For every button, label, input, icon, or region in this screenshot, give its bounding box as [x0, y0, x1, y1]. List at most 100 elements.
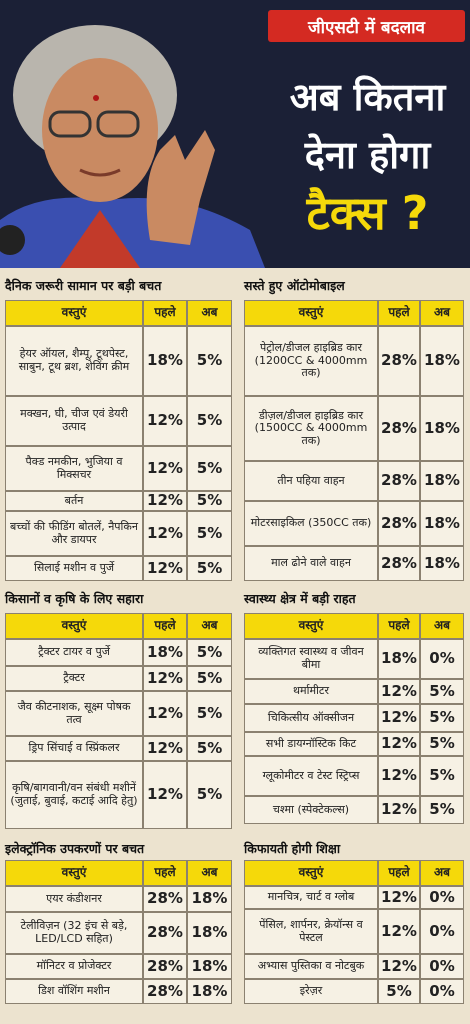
rate: 5%	[420, 756, 464, 796]
rate: 5%	[187, 396, 232, 446]
rate: 0%	[420, 979, 464, 1004]
rate: 5%	[187, 736, 232, 761]
rate: 18%	[378, 639, 420, 679]
portrait	[0, 25, 265, 268]
rate: 12%	[378, 704, 420, 732]
column-header: अब	[420, 300, 464, 326]
rate: 12%	[143, 511, 187, 556]
rate: 18%	[187, 912, 232, 954]
title-line: अब कितना	[289, 75, 446, 119]
rate: 12%	[378, 679, 420, 704]
item-name: माल ढोने वाले वाहन	[244, 546, 378, 581]
rate: 12%	[378, 886, 420, 909]
rate: 12%	[143, 666, 187, 691]
section-title: स्वास्थ्य क्षेत्र में बड़ी राहत	[244, 591, 356, 606]
rate: 28%	[143, 912, 187, 954]
item-name: ड्रिप सिंचाई व स्प्रिंकलर	[5, 736, 143, 761]
item-name: पेट्रोल/डीजल हाइब्रिड कार (1200CC & 4000…	[244, 326, 378, 396]
rate: 5%	[187, 511, 232, 556]
rate: 18%	[420, 501, 464, 546]
column-header: पहले	[143, 860, 187, 886]
rate: 28%	[378, 501, 420, 546]
column-header: अब	[420, 613, 464, 639]
rate: 18%	[187, 954, 232, 979]
section-title: किफायती होगी शिक्षा	[244, 841, 341, 856]
rate: 18%	[187, 979, 232, 1004]
title: अब कितना देना होगा टैक्स ?	[265, 68, 470, 242]
item-name: मोटरसाइकिल (350CC तक)	[244, 501, 378, 546]
rate: 5%	[378, 979, 420, 1004]
rate: 18%	[420, 396, 464, 461]
rate: 12%	[143, 491, 187, 511]
rate: 5%	[187, 691, 232, 736]
rate: 0%	[420, 909, 464, 954]
item-name: कृषि/बागवानी/वन संबंधी मशीनें (जुताई, बु…	[5, 761, 143, 829]
column-header: पहले	[378, 613, 420, 639]
item-name: इरेज़र	[244, 979, 378, 1004]
column-header: अब	[187, 613, 232, 639]
item-name: ट्रैक्टर टायर व पुर्जे	[5, 639, 143, 666]
rate: 12%	[378, 909, 420, 954]
rate: 12%	[143, 736, 187, 761]
rate: 12%	[378, 756, 420, 796]
rate: 18%	[420, 461, 464, 501]
item-name: डिश वॉशिंग मशीन	[5, 979, 143, 1004]
column-header: वस्तुएं	[5, 860, 143, 886]
item-name: जैव कीटनाशक, सूक्ष्म पोषक तत्व	[5, 691, 143, 736]
rate: 12%	[143, 446, 187, 491]
column-header: पहले	[378, 300, 420, 326]
item-name: मानचित्र, चार्ट व ग्लोब	[244, 886, 378, 909]
item-name: डीज़ल/डीजल हाइब्रिड कार (1500CC & 4000mm…	[244, 396, 378, 461]
item-name: चिकित्सीय ऑक्सीजन	[244, 704, 378, 732]
item-name: व्यक्तिगत स्वास्थ्य व जीवन बीमा	[244, 639, 378, 679]
rate: 12%	[143, 691, 187, 736]
rate: 28%	[378, 546, 420, 581]
header-banner: जीएसटी में बदलाव अब कितना देना होगा टैक्…	[0, 0, 470, 268]
column-header: अब	[420, 860, 464, 886]
item-name: टेलीविज़न (32 इंच से बड़े, LED/LCD सहित)	[5, 912, 143, 954]
rate: 12%	[378, 732, 420, 756]
rate: 28%	[378, 396, 420, 461]
rate: 5%	[187, 446, 232, 491]
rate: 28%	[143, 979, 187, 1004]
item-name: पैक्ड नमकीन, भुजिया व मिक्सचर	[5, 446, 143, 491]
rate: 5%	[187, 639, 232, 666]
item-name: एयर कंडीशनर	[5, 886, 143, 912]
rate: 5%	[420, 732, 464, 756]
section-title: इलेक्ट्रॉनिक उपकरणों पर बचत	[5, 841, 145, 856]
column-header: वस्तुएं	[5, 300, 143, 326]
rate: 5%	[187, 761, 232, 829]
title-line: देना होगा	[304, 133, 431, 177]
item-name: हेयर ऑयल, शैम्पू, टूथपेस्ट, साबुन, टूथ ब…	[5, 326, 143, 396]
column-header: वस्तुएं	[244, 860, 378, 886]
rate: 5%	[187, 556, 232, 581]
item-name: सभी डायग्नॉस्टिक किट	[244, 732, 378, 756]
item-name: बच्चों की फीडिंग बोतलें, नैपकिन और डायपर	[5, 511, 143, 556]
item-name: ग्लूकोमीटर व टेस्ट स्ट्रिप्स	[244, 756, 378, 796]
column-header: अब	[187, 860, 232, 886]
column-header: पहले	[143, 613, 187, 639]
column-header: वस्तुएं	[244, 300, 378, 326]
column-header: पहले	[143, 300, 187, 326]
rate: 0%	[420, 954, 464, 979]
rate: 28%	[378, 461, 420, 501]
rate: 5%	[187, 326, 232, 396]
section-title: दैनिक जरूरी सामान पर बड़ी बचत	[5, 278, 162, 293]
rate: 5%	[420, 704, 464, 732]
rate: 12%	[378, 954, 420, 979]
rate: 28%	[143, 886, 187, 912]
column-header: वस्तुएं	[244, 613, 378, 639]
column-header: वस्तुएं	[5, 613, 143, 639]
rate: 18%	[187, 886, 232, 912]
rate: 18%	[143, 326, 187, 396]
rate: 12%	[143, 556, 187, 581]
section-title: सस्ते हुए ऑटोमोबाइल	[244, 278, 345, 293]
rate: 5%	[187, 666, 232, 691]
rate: 12%	[378, 796, 420, 824]
rate: 12%	[143, 761, 187, 829]
item-name: थर्मामीटर	[244, 679, 378, 704]
rate: 12%	[143, 396, 187, 446]
item-name: चश्मा (स्पेक्टेकल्स)	[244, 796, 378, 824]
section-title: किसानों व कृषि के लिए सहारा	[5, 591, 144, 606]
